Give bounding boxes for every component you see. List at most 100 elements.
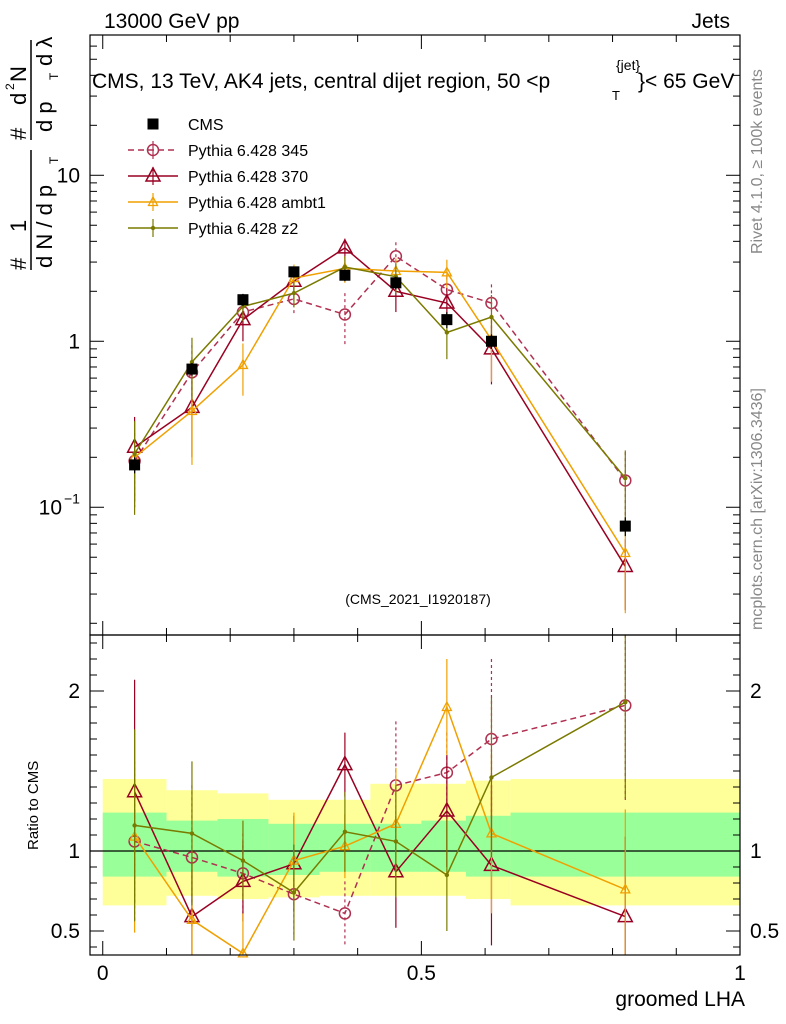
data-point (132, 451, 137, 456)
main-y-tick-label: 10 (39, 496, 62, 519)
ratio-point (291, 890, 297, 895)
data-point (489, 314, 494, 320)
series-line (134, 267, 626, 554)
data-point (441, 265, 453, 277)
legend-entry-3: Pythia 6.428 370 (128, 166, 308, 186)
legend-label: CMS (188, 117, 224, 134)
ratio-y-tick-label: 2 (68, 680, 80, 703)
legend-label: Pythia 6.428 z2 (188, 221, 298, 238)
ratio-point (338, 907, 352, 920)
ylabel-n: N (6, 66, 31, 82)
ratio-point (132, 823, 137, 828)
data-point (623, 475, 628, 481)
ylabel-hash1: # (6, 257, 31, 270)
legend-label: Pythia 6.428 370 (188, 169, 308, 186)
ratio-y-tick-label-right: 0.5 (750, 920, 779, 943)
data-point (237, 358, 249, 370)
data-point (291, 290, 297, 296)
series-4-main (132, 256, 628, 524)
ylabel-d: d (6, 93, 31, 105)
plot-title-sub: T (612, 88, 620, 103)
ratio-ylabel: Ratio to CMS (25, 761, 42, 850)
data-point (338, 308, 352, 321)
cms-point (186, 363, 198, 375)
cms-point (441, 314, 453, 326)
plot-title-end: }< 65 GeV (638, 70, 734, 93)
ratio-point (237, 947, 249, 958)
data-point (186, 404, 198, 416)
legend-marker (147, 195, 159, 207)
x-tick-label: 0 (97, 962, 109, 985)
side-mcplots-label: mcplots.cern.ch [arXiv:1306.3436] (749, 388, 766, 630)
legend-entry-1: CMS (147, 117, 224, 134)
data-point (342, 264, 348, 270)
ratio-frame (89, 634, 741, 956)
cms-point (339, 269, 351, 281)
ratio-point (441, 700, 453, 712)
main-y-tick-label: 1 (68, 330, 80, 353)
legend-marker (146, 143, 160, 157)
legend-entry-5: Pythia 6.428 z2 (128, 219, 298, 238)
legend: CMS Pythia 6.428 345 Pythia 6.428 370 Pythi… (128, 117, 326, 238)
series-2-main (126, 238, 634, 611)
data-point (234, 310, 252, 326)
ylabel-dpt2: d p (32, 101, 57, 132)
ratio-y-tick-label: 0.5 (51, 920, 80, 943)
cms-point (390, 277, 402, 289)
data-point (619, 546, 631, 558)
ylabel-two: 2 (3, 83, 17, 90)
header-right-text: Jets (691, 10, 730, 33)
legend-marker (150, 225, 156, 231)
ylabel-t2: T (47, 72, 61, 80)
x-tick-label: 1 (734, 962, 746, 985)
ratio-y-tick-label: 1 (68, 840, 80, 863)
ratio-point (489, 775, 494, 780)
analysis-watermark: (CMS_2021_I1920187) (345, 591, 491, 607)
legend-entry-2: Pythia 6.428 345 (128, 141, 308, 160)
ylabel-t1: T (47, 156, 61, 164)
x-tick-label: 0.5 (407, 962, 436, 985)
ratio-point (438, 801, 456, 817)
ratio-point (240, 858, 246, 863)
cms-point (619, 520, 631, 532)
main-ylabel: # 1 d N / d p T # d 2 N d p T d λ (3, 37, 61, 270)
ylabel-one: 1 (6, 220, 31, 232)
ratio-point (444, 872, 450, 878)
ylabel-dndpt: d N / d p (32, 185, 57, 268)
side-rivet-label: Rivet 4.1.0, ≥ 100k events (749, 69, 766, 254)
cms-point (129, 459, 141, 471)
main-y-tick-exponent: −1 (64, 490, 80, 506)
series-3-main (129, 256, 631, 614)
ylabel-dlambda: d λ (32, 37, 57, 66)
series-line (134, 247, 626, 567)
cms-data-points (129, 266, 631, 537)
ylabel-hash2: # (6, 127, 31, 140)
cms-point (485, 335, 497, 347)
ratio-y-tick-label-right: 1 (750, 840, 762, 863)
ratio-point (189, 831, 195, 836)
ratio-point (336, 755, 354, 771)
series-4-ratio (132, 635, 628, 941)
plot-title: CMS, 13 TeV, AK4 jets, central dijet reg… (92, 57, 734, 103)
legend-marker (147, 118, 159, 130)
data-point (387, 281, 405, 298)
main-y-tick-label: 10 (57, 164, 80, 187)
cms-point (237, 294, 249, 306)
data-point (189, 359, 195, 365)
data-point (444, 330, 450, 335)
legend-label: Pythia 6.428 345 (188, 143, 308, 160)
main-panel (126, 238, 634, 614)
ratio-point (619, 883, 631, 894)
ratio-y-tick-label-right: 2 (750, 680, 762, 703)
data-point (336, 238, 354, 254)
legend-entry-4: Pythia 6.428 ambt1 (128, 193, 326, 212)
plot-title-main: CMS, 13 TeV, AK4 jets, central dijet reg… (92, 70, 550, 93)
ratio-point (393, 839, 399, 844)
ratio-point (186, 913, 198, 924)
ratio-point (342, 829, 348, 834)
cms-point (288, 266, 300, 278)
x-axis-label: groomed LHA (615, 988, 745, 1011)
ratio-panel (90, 635, 740, 958)
